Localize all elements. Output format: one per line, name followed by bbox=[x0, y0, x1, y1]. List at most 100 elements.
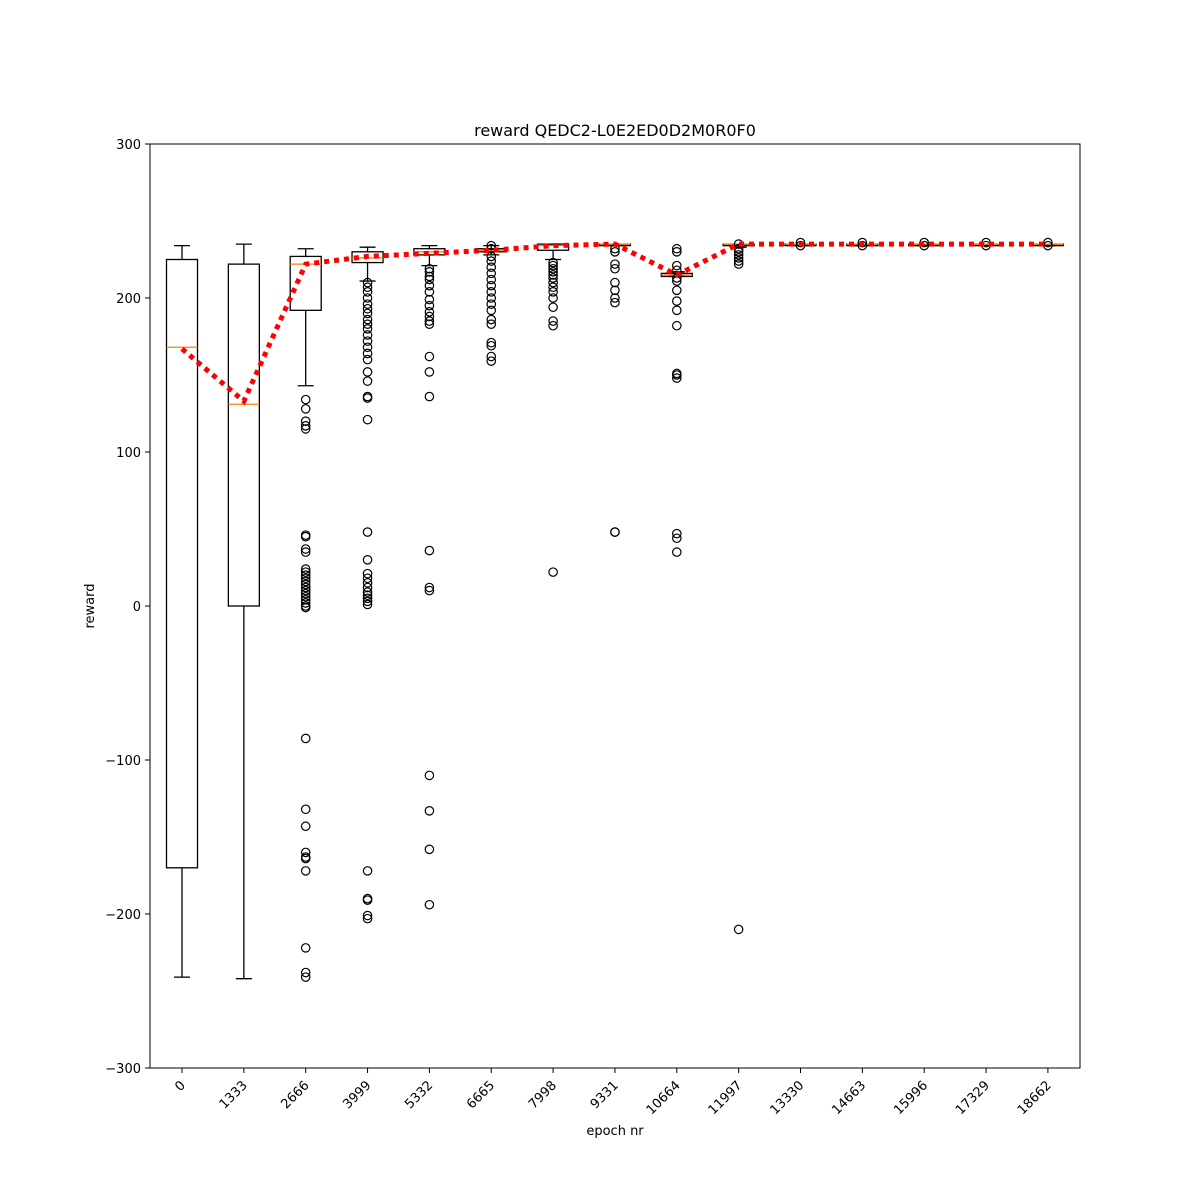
outlier-point bbox=[486, 262, 497, 272]
outlier-point bbox=[424, 844, 435, 855]
box-group bbox=[413, 244, 446, 910]
outlier-point bbox=[548, 267, 558, 277]
outlier-point bbox=[548, 260, 558, 271]
outlier-point bbox=[300, 582, 311, 593]
outlier-point bbox=[362, 866, 373, 876]
outlier-point bbox=[486, 240, 497, 251]
outlier-point bbox=[300, 394, 311, 405]
outlier-point bbox=[300, 591, 311, 602]
outlier-point bbox=[362, 593, 373, 604]
outlier-point bbox=[733, 247, 744, 257]
outlier-point bbox=[424, 311, 435, 322]
outlier-point bbox=[424, 274, 435, 285]
outlier-point bbox=[671, 305, 682, 316]
outlier-point bbox=[857, 240, 868, 251]
outlier-point bbox=[300, 967, 311, 978]
outlier-point bbox=[300, 733, 311, 744]
outlier-point bbox=[486, 351, 497, 362]
outlier-point bbox=[362, 299, 373, 309]
outlier-point bbox=[362, 348, 373, 359]
outlier-point bbox=[362, 578, 373, 588]
outlier-point bbox=[610, 297, 620, 308]
outlier-point bbox=[671, 296, 682, 306]
outlier-point bbox=[362, 414, 373, 425]
outlier-point bbox=[671, 373, 682, 383]
outlier-point bbox=[362, 527, 373, 537]
outlier-point bbox=[548, 277, 558, 288]
outlier-point bbox=[300, 595, 311, 605]
y-tick-label: −100 bbox=[105, 754, 141, 769]
y-tick-label: 100 bbox=[116, 446, 141, 461]
outlier-point bbox=[424, 899, 435, 910]
y-axis-label: reward bbox=[83, 583, 98, 628]
outlier-point bbox=[300, 570, 311, 580]
chart-title: reward QEDC2-L0E2ED0D2M0R0F0 bbox=[474, 121, 756, 140]
outlier-point bbox=[486, 305, 497, 316]
outlier-point bbox=[486, 251, 497, 262]
outlier-point bbox=[424, 770, 435, 781]
outlier-point bbox=[424, 806, 435, 816]
outlier-point bbox=[424, 316, 435, 326]
outlier-point bbox=[362, 314, 373, 325]
outlier-point bbox=[300, 416, 311, 426]
outlier-point bbox=[362, 287, 373, 297]
box-group bbox=[289, 248, 322, 982]
y-tick-label: −200 bbox=[105, 908, 141, 923]
y-tick-label: 0 bbox=[133, 600, 141, 615]
outlier-point bbox=[424, 271, 435, 282]
outlier-point bbox=[424, 351, 435, 362]
outlier-point bbox=[300, 531, 311, 542]
outlier-point bbox=[424, 582, 435, 593]
outlier-point bbox=[424, 545, 435, 556]
outlier-point bbox=[362, 895, 373, 905]
outlier-point bbox=[362, 323, 373, 334]
outlier-point bbox=[486, 299, 497, 309]
outlier-point bbox=[671, 285, 682, 296]
outlier-point bbox=[486, 256, 497, 266]
iqr-box bbox=[351, 251, 384, 264]
box-group bbox=[227, 243, 261, 980]
mean-line bbox=[180, 241, 1048, 406]
outlier-point bbox=[300, 404, 311, 414]
outlier-point bbox=[362, 376, 373, 386]
outlier-point bbox=[362, 582, 373, 593]
outlier-point bbox=[486, 337, 497, 348]
outlier-point bbox=[610, 247, 620, 257]
outlier-point bbox=[733, 259, 744, 269]
outlier-point bbox=[548, 320, 558, 331]
outlier-point bbox=[300, 853, 311, 864]
outlier-point bbox=[362, 599, 373, 610]
outlier-point bbox=[300, 972, 311, 982]
outlier-point bbox=[300, 866, 311, 876]
outlier-point bbox=[424, 391, 435, 402]
y-tick-label: −300 bbox=[105, 1062, 141, 1077]
outlier-point bbox=[300, 821, 311, 832]
box-group bbox=[351, 246, 384, 924]
outlier-point bbox=[424, 280, 435, 291]
outlier-point bbox=[733, 256, 744, 266]
outlier-point bbox=[362, 367, 373, 377]
outlier-point bbox=[548, 257, 558, 268]
outlier-point bbox=[486, 274, 497, 285]
outlier-point bbox=[362, 319, 373, 329]
outlier-point bbox=[300, 598, 311, 608]
outlier-point bbox=[300, 564, 311, 574]
outlier-point bbox=[362, 554, 373, 565]
outlier-point bbox=[424, 300, 435, 311]
outlier-point bbox=[795, 237, 806, 248]
outlier-point bbox=[424, 319, 435, 329]
outlier-point bbox=[300, 804, 311, 815]
outlier-point bbox=[424, 267, 435, 277]
outlier-point bbox=[671, 547, 682, 557]
outlier-point bbox=[671, 260, 682, 271]
outlier-point bbox=[300, 585, 311, 596]
outlier-point bbox=[548, 273, 558, 283]
outlier-point bbox=[486, 356, 497, 366]
outlier-point bbox=[548, 293, 558, 303]
outlier-point bbox=[300, 544, 311, 554]
outlier-point bbox=[424, 263, 435, 274]
outlier-point bbox=[300, 943, 311, 953]
outlier-point bbox=[671, 370, 682, 380]
